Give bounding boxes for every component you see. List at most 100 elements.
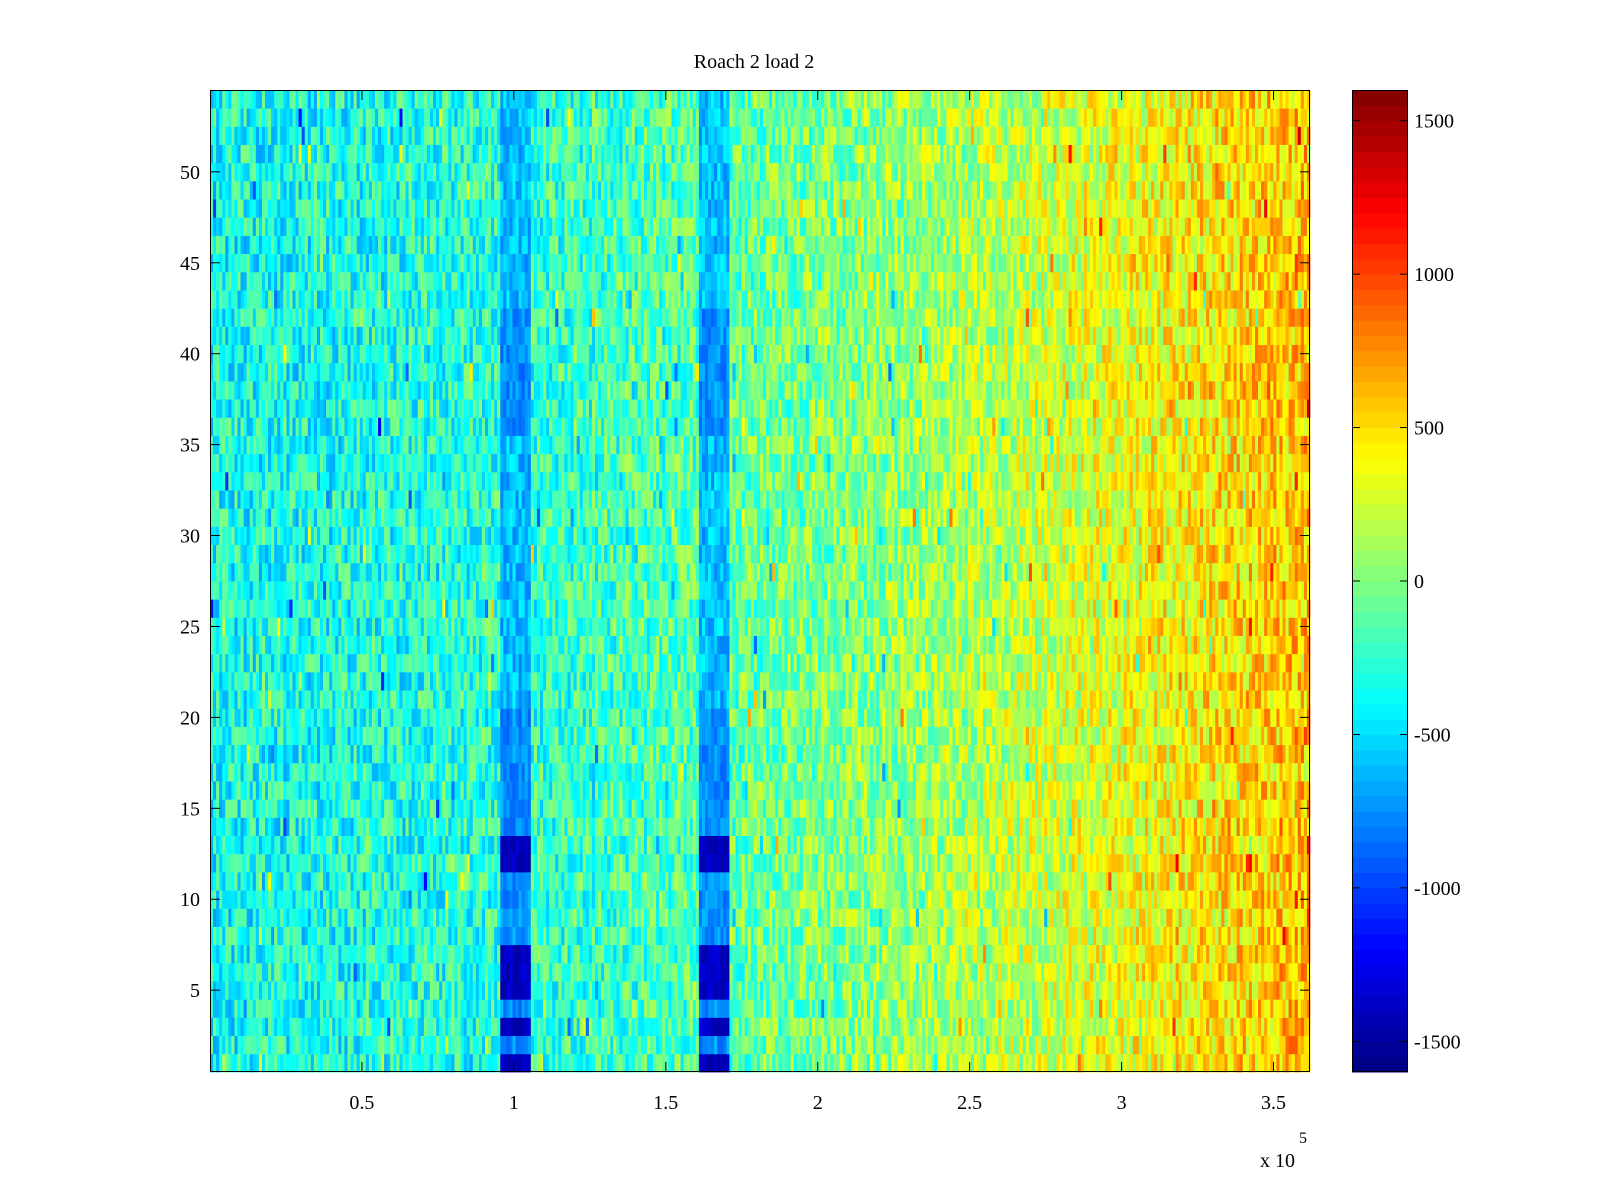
heatmap-cell bbox=[417, 999, 422, 1018]
heatmap-cell bbox=[316, 817, 321, 836]
heatmap-cell bbox=[451, 1017, 455, 1037]
heatmap-cell bbox=[1166, 962, 1170, 982]
heatmap-cell bbox=[830, 1053, 834, 1073]
heatmap-cell bbox=[701, 853, 706, 873]
heatmap-cell bbox=[717, 908, 721, 927]
heatmap-cell bbox=[1123, 817, 1128, 836]
heatmap-cell bbox=[943, 926, 947, 946]
heatmap-cell bbox=[604, 926, 608, 946]
heatmap-cell bbox=[381, 853, 385, 873]
heatmap-cell bbox=[665, 908, 669, 927]
heatmap-cell bbox=[891, 835, 895, 855]
heatmap-cell bbox=[723, 981, 727, 1000]
heatmap-cell bbox=[258, 962, 263, 982]
heatmap-cell bbox=[634, 871, 639, 891]
heatmap-cell bbox=[1022, 926, 1027, 946]
heatmap-cell bbox=[1282, 1017, 1286, 1037]
heatmap-cell bbox=[815, 1017, 819, 1037]
heatmap-cell bbox=[1224, 926, 1228, 946]
heatmap-cell bbox=[371, 1017, 376, 1037]
heatmap-cell bbox=[692, 908, 697, 927]
heatmap-cell bbox=[1163, 871, 1167, 891]
heatmap-cell bbox=[426, 999, 431, 1018]
heatmap-cell bbox=[1145, 926, 1149, 946]
heatmap-cell bbox=[677, 1035, 681, 1055]
heatmap-cell bbox=[619, 871, 623, 891]
heatmap-cell bbox=[799, 1053, 804, 1073]
heatmap-cell bbox=[1065, 1053, 1070, 1073]
heatmap-cell bbox=[744, 871, 749, 891]
heatmap-cell bbox=[582, 999, 587, 1018]
heatmap-cell bbox=[488, 962, 492, 982]
heatmap-cell bbox=[228, 853, 232, 873]
heatmap-cell bbox=[460, 908, 465, 927]
heatmap-cell bbox=[478, 926, 483, 946]
heatmap-cell bbox=[396, 890, 400, 909]
heatmap-cell bbox=[1172, 944, 1176, 964]
heatmap-cell bbox=[1163, 908, 1167, 927]
heatmap-cell bbox=[805, 944, 810, 964]
heatmap-cell bbox=[708, 853, 712, 873]
heatmap-cell bbox=[811, 981, 816, 1000]
heatmap-cell bbox=[989, 962, 993, 982]
heatmap-cell bbox=[558, 1053, 562, 1073]
heatmap-cell bbox=[1083, 981, 1088, 1000]
heatmap-cell bbox=[341, 890, 345, 909]
heatmap-cell bbox=[1151, 999, 1155, 1018]
heatmap-cell bbox=[326, 999, 330, 1018]
heatmap-cell bbox=[451, 835, 455, 855]
heatmap-cell bbox=[894, 926, 898, 946]
heatmap-cell bbox=[833, 890, 837, 909]
heatmap-cell bbox=[1227, 853, 1231, 873]
heatmap-cell bbox=[549, 999, 553, 1018]
heatmap-cell bbox=[552, 926, 556, 946]
heatmap-cell bbox=[1038, 944, 1042, 964]
heatmap-cell bbox=[430, 871, 434, 891]
heatmap-cell bbox=[561, 871, 565, 891]
heatmap-cell bbox=[445, 908, 449, 927]
heatmap-cell bbox=[711, 926, 715, 946]
heatmap-cell bbox=[1245, 944, 1250, 964]
heatmap-cell bbox=[784, 871, 788, 891]
heatmap-cell bbox=[1096, 1017, 1100, 1037]
heatmap-cell bbox=[772, 817, 776, 836]
heatmap-cell bbox=[234, 835, 238, 855]
heatmap-cell bbox=[210, 926, 214, 946]
heatmap-cell bbox=[653, 1053, 657, 1073]
heatmap-cell bbox=[732, 1017, 736, 1037]
heatmap-cell bbox=[549, 926, 553, 946]
heatmap-cell bbox=[411, 835, 416, 855]
heatmap-cell bbox=[659, 817, 663, 836]
heatmap-cell bbox=[995, 1035, 999, 1055]
heatmap-cell bbox=[998, 890, 1002, 909]
heatmap-cell bbox=[384, 1053, 388, 1073]
heatmap-cell bbox=[481, 962, 486, 982]
heatmap-cell bbox=[1209, 871, 1213, 891]
heatmap-cell bbox=[729, 944, 733, 964]
heatmap-cell bbox=[533, 835, 538, 855]
heatmap-cell bbox=[301, 835, 306, 855]
heatmap-cell bbox=[934, 944, 938, 964]
heatmap-cell bbox=[591, 890, 596, 909]
heatmap-cell bbox=[1105, 817, 1109, 836]
heatmap-cell bbox=[625, 835, 630, 855]
heatmap-cell bbox=[246, 1017, 251, 1037]
heatmap-cell bbox=[607, 1017, 611, 1037]
heatmap-cell bbox=[1126, 890, 1131, 909]
heatmap-cell bbox=[469, 835, 474, 855]
heatmap-cell bbox=[1267, 1053, 1271, 1073]
heatmap-cell bbox=[530, 835, 535, 855]
heatmap-cell bbox=[1068, 817, 1073, 836]
heatmap-cell bbox=[980, 890, 984, 909]
heatmap-cell bbox=[506, 890, 510, 909]
heatmap-cell bbox=[451, 890, 455, 909]
heatmap-cell bbox=[573, 871, 578, 891]
heatmap-cell bbox=[1276, 871, 1280, 891]
heatmap-cell bbox=[1071, 853, 1076, 873]
heatmap-cell bbox=[533, 890, 538, 909]
heatmap-cell bbox=[937, 817, 941, 836]
heatmap-cell bbox=[430, 962, 434, 982]
heatmap-cell bbox=[533, 908, 538, 927]
heatmap-cell bbox=[1193, 890, 1198, 909]
heatmap-cell bbox=[1154, 890, 1158, 909]
